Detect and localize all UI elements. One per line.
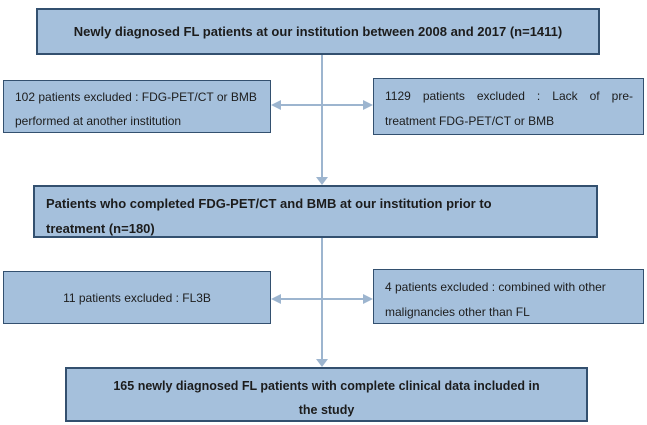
box-text-line: Patients who completed FDG-PET/CT and BM… [46,196,492,211]
box-text-line: 4 patients excluded : combined with othe… [385,280,606,294]
box-excluded-fl3b: 11 patients excluded : FL3B [3,271,271,324]
arrow-middle-to-bottom-icon [316,238,328,367]
box-text-line: Newly diagnosed FL patients at our insti… [73,24,563,39]
arrow-horizontal-row2-icon [271,294,373,304]
box-text-line: 165 newly diagnosed FL patients with com… [113,379,540,393]
box-text-line: 102 patients excluded : FDG-PET/CT or BM… [15,90,257,104]
box-text-line: the study [298,403,355,417]
box-excluded-other-malignancy: 4 patients excluded : combined with othe… [373,269,644,324]
box-text-line: 11 patients excluded : FL3B [63,290,211,305]
box-excluded-no-pretreatment-scan: 1129 patients excluded : Lack of pre- tr… [373,78,644,135]
box-text-line: malignancies other than FL [385,305,530,319]
arrow-top-to-middle-icon [316,55,328,185]
box-text-line: treatment (n=180) [46,221,155,236]
box-text-line: 1129 patients excluded : Lack of pre- [385,89,633,103]
box-completed-cohort: Patients who completed FDG-PET/CT and BM… [33,185,598,238]
box-text-line: performed at another institution [15,114,182,128]
box-initial-cohort: Newly diagnosed FL patients at our insti… [36,8,600,55]
box-excluded-outside-institution: 102 patients excluded : FDG-PET/CT or BM… [3,80,271,133]
box-final-cohort: 165 newly diagnosed FL patients with com… [65,367,588,422]
arrow-horizontal-row1-icon [271,100,373,110]
box-text-line: treatment FDG-PET/CT or BMB [385,114,555,128]
